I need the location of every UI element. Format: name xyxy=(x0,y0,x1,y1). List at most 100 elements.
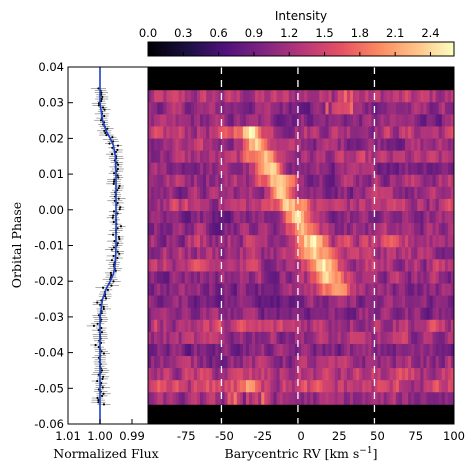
heatmap-cell xyxy=(196,186,201,200)
heatmap-cell xyxy=(297,126,302,139)
heatmap-cell xyxy=(212,319,216,333)
heatmap-cell xyxy=(285,319,290,333)
heatmap-cell xyxy=(328,198,333,212)
heatmap-cell xyxy=(178,319,183,333)
heatmap-cell xyxy=(215,368,219,381)
heatmap-cell xyxy=(193,380,198,393)
heatmap-cell xyxy=(346,307,351,321)
heatmap-cell xyxy=(411,368,415,381)
heatmap-cell xyxy=(218,283,222,297)
heatmap-cell xyxy=(398,343,403,357)
colorbar-tick-label: 2.4 xyxy=(421,26,439,40)
heatmap-cell xyxy=(307,247,311,260)
heatmap-cell xyxy=(343,114,348,127)
heatmap-cell xyxy=(261,114,265,127)
heatmap-cell xyxy=(356,186,360,200)
heatmap-cell xyxy=(349,380,354,393)
heatmap-cell xyxy=(242,283,247,297)
heatmap-cell xyxy=(258,235,262,248)
heatmap-cell xyxy=(444,211,449,224)
phase-y-tick-label: 0.00 xyxy=(38,203,64,217)
heatmap-cell xyxy=(258,126,262,139)
heatmap-cell xyxy=(148,343,152,357)
heatmap-cell xyxy=(398,235,403,248)
heatmap-cell xyxy=(334,343,339,357)
heatmap-cell xyxy=(187,114,192,127)
heatmap-cell xyxy=(279,235,284,248)
heatmap-cell xyxy=(383,283,388,297)
heatmap-cell xyxy=(310,198,314,212)
heatmap-cell xyxy=(172,331,177,345)
heatmap-cell xyxy=(313,295,317,309)
heatmap-cell xyxy=(432,235,437,248)
heatmap-cell xyxy=(450,211,455,224)
heatmap-cell xyxy=(285,283,290,297)
heatmap-cell xyxy=(181,186,186,200)
heatmap-cell xyxy=(276,174,281,188)
heatmap-cell xyxy=(294,283,299,297)
heatmap-cell xyxy=(206,259,210,272)
heatmap-cell xyxy=(270,114,274,127)
heatmap-cell xyxy=(368,198,372,212)
heatmap-cell xyxy=(230,114,235,127)
heatmap-cell xyxy=(288,138,293,152)
heatmap-cell xyxy=(160,331,164,345)
heatmap-cell xyxy=(432,114,437,127)
heatmap-cell xyxy=(184,319,189,333)
heatmap-cell xyxy=(319,331,323,345)
heatmap-cell xyxy=(200,392,204,405)
heatmap-cell xyxy=(297,211,302,224)
heatmap-cell xyxy=(248,331,253,345)
heatmap-cell xyxy=(380,331,385,345)
heatmap-cell xyxy=(362,247,366,260)
heatmap-cell xyxy=(374,331,378,345)
heatmap-cell xyxy=(261,380,265,393)
colorbar-swatch xyxy=(430,42,433,56)
heatmap-cell xyxy=(282,343,287,357)
heatmap-cell xyxy=(429,162,434,176)
heatmap-cell xyxy=(252,295,256,309)
heatmap-cell xyxy=(178,90,183,103)
heatmap-cell xyxy=(426,138,431,152)
heatmap-cell xyxy=(187,186,192,200)
heatmap-cell xyxy=(441,186,446,200)
heatmap-cell xyxy=(157,223,161,236)
heatmap-cell xyxy=(206,283,210,297)
heatmap-cell xyxy=(432,392,437,405)
heatmap-cell xyxy=(267,235,271,248)
heatmap-cell xyxy=(160,174,164,188)
colorbar-swatch xyxy=(240,42,243,56)
heatmap-cell xyxy=(322,223,326,236)
heatmap-cell xyxy=(294,259,299,272)
heatmap-cell xyxy=(166,295,170,309)
colorbar-swatch xyxy=(372,42,375,56)
heatmap-cell xyxy=(215,186,219,200)
heatmap-cell xyxy=(368,283,372,297)
colorbar-swatch xyxy=(268,42,271,56)
heatmap-cell xyxy=(438,174,443,188)
heatmap-cell xyxy=(178,356,183,369)
heatmap-cell xyxy=(398,295,403,309)
heatmap-cell xyxy=(304,174,308,188)
heatmap-cell xyxy=(368,235,372,248)
rv-x-tick-label: 25 xyxy=(332,429,347,443)
flux-data-point xyxy=(116,242,119,245)
heatmap-cell xyxy=(414,114,418,127)
heatmap-cell xyxy=(319,138,323,152)
heatmap-cell xyxy=(313,307,317,321)
heatmap-cell xyxy=(200,211,204,224)
heatmap-cell xyxy=(301,114,305,127)
colorbar-swatch xyxy=(380,42,383,56)
heatmap-cell xyxy=(190,223,195,236)
heatmap-cell xyxy=(248,235,253,248)
heatmap-cell xyxy=(405,90,409,103)
heatmap-cell xyxy=(160,283,164,297)
heatmap-cell xyxy=(248,114,253,127)
heatmap-cell xyxy=(362,319,366,333)
heatmap-cell xyxy=(178,150,183,164)
heatmap-cell xyxy=(230,174,235,188)
heatmap-cell xyxy=(261,259,265,272)
heatmap-cell xyxy=(435,295,440,309)
heatmap-cell xyxy=(270,186,274,200)
heatmap-cell xyxy=(273,380,278,393)
